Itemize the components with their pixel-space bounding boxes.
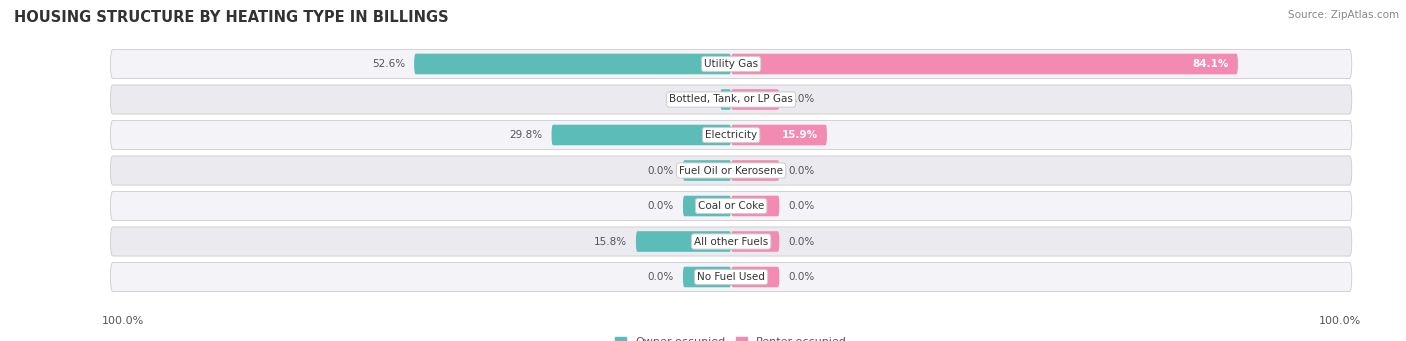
Text: Source: ZipAtlas.com: Source: ZipAtlas.com [1288, 10, 1399, 20]
FancyBboxPatch shape [731, 196, 779, 216]
FancyBboxPatch shape [111, 156, 1351, 185]
Text: HOUSING STRUCTURE BY HEATING TYPE IN BILLINGS: HOUSING STRUCTURE BY HEATING TYPE IN BIL… [14, 10, 449, 25]
Text: 15.8%: 15.8% [593, 237, 627, 247]
Text: All other Fuels: All other Fuels [695, 237, 768, 247]
Text: Electricity: Electricity [704, 130, 758, 140]
Text: 0.0%: 0.0% [789, 201, 814, 211]
FancyBboxPatch shape [731, 160, 779, 181]
Text: 0.0%: 0.0% [789, 94, 814, 104]
FancyBboxPatch shape [415, 54, 731, 74]
Text: No Fuel Used: No Fuel Used [697, 272, 765, 282]
Text: 0.0%: 0.0% [648, 165, 673, 176]
Text: Utility Gas: Utility Gas [704, 59, 758, 69]
Text: 15.9%: 15.9% [782, 130, 818, 140]
FancyBboxPatch shape [111, 49, 1351, 78]
FancyBboxPatch shape [111, 85, 1351, 114]
FancyBboxPatch shape [111, 120, 1351, 150]
FancyBboxPatch shape [731, 89, 779, 110]
FancyBboxPatch shape [683, 160, 731, 181]
Text: Fuel Oil or Kerosene: Fuel Oil or Kerosene [679, 165, 783, 176]
FancyBboxPatch shape [720, 89, 731, 110]
Text: 52.6%: 52.6% [373, 59, 405, 69]
FancyBboxPatch shape [731, 54, 1237, 74]
Text: 29.8%: 29.8% [509, 130, 543, 140]
FancyBboxPatch shape [731, 267, 779, 287]
FancyBboxPatch shape [683, 267, 731, 287]
FancyBboxPatch shape [111, 227, 1351, 256]
Text: Bottled, Tank, or LP Gas: Bottled, Tank, or LP Gas [669, 94, 793, 104]
FancyBboxPatch shape [731, 125, 827, 145]
Text: Coal or Coke: Coal or Coke [697, 201, 765, 211]
FancyBboxPatch shape [551, 125, 731, 145]
Text: 100.0%: 100.0% [1319, 316, 1361, 326]
Text: 0.0%: 0.0% [789, 272, 814, 282]
Text: 100.0%: 100.0% [101, 316, 143, 326]
Text: 1.8%: 1.8% [685, 94, 711, 104]
FancyBboxPatch shape [683, 196, 731, 216]
Text: 0.0%: 0.0% [789, 165, 814, 176]
Text: 84.1%: 84.1% [1192, 59, 1229, 69]
FancyBboxPatch shape [636, 231, 731, 252]
Text: 0.0%: 0.0% [648, 201, 673, 211]
FancyBboxPatch shape [731, 231, 779, 252]
Text: 0.0%: 0.0% [648, 272, 673, 282]
Legend: Owner-occupied, Renter-occupied: Owner-occupied, Renter-occupied [610, 332, 852, 341]
FancyBboxPatch shape [111, 263, 1351, 292]
Text: 0.0%: 0.0% [789, 237, 814, 247]
FancyBboxPatch shape [111, 191, 1351, 221]
